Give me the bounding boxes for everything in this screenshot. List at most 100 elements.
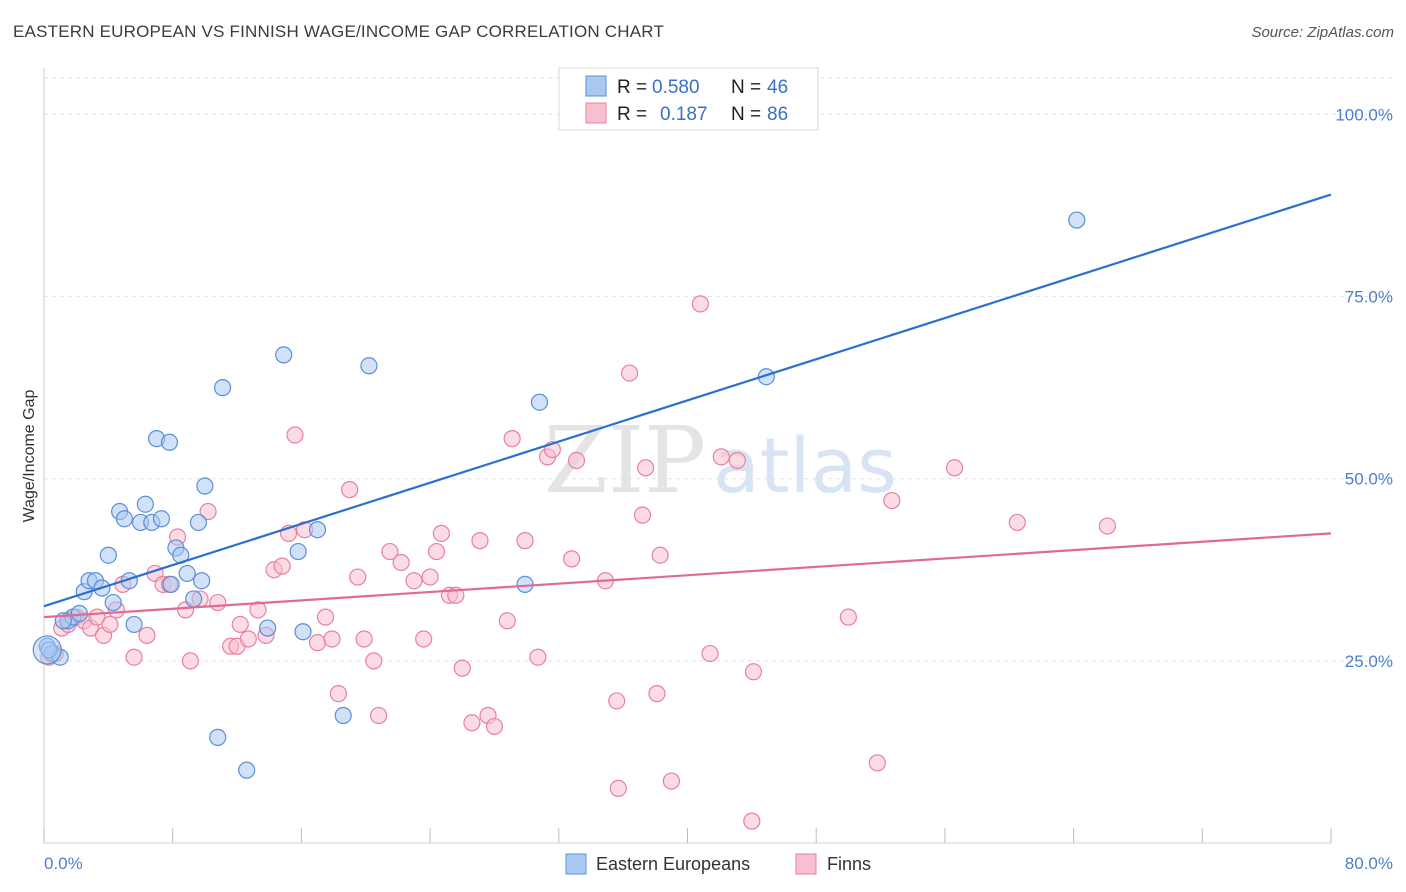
- finns-point-49: [432, 524, 450, 542]
- finns-point-84: [1008, 513, 1026, 532]
- eastern-point-32: [238, 761, 256, 779]
- finns-point-40: [355, 630, 373, 648]
- eastern-cluster-point: [32, 635, 62, 665]
- finns-point-46: [415, 630, 433, 648]
- eastern-point-20: [152, 510, 171, 528]
- finns-point-82: [883, 491, 901, 510]
- eastern-n-value: 46: [767, 77, 788, 98]
- finns-point-38: [341, 481, 359, 499]
- finns-point-25: [231, 615, 249, 634]
- finns-point-81: [868, 754, 886, 772]
- y-tick-label-50: 50.0%: [1345, 470, 1393, 489]
- eastern-point-29: [196, 477, 214, 495]
- eastern-r-value: 0.580: [652, 77, 700, 98]
- eastern-point-10: [99, 546, 117, 564]
- y-tick-label-100: 100.0%: [1335, 105, 1393, 124]
- finns-point-39: [349, 568, 367, 586]
- finns-point-77: [728, 451, 746, 470]
- finns-point-79: [743, 812, 761, 830]
- finns-point-75: [701, 644, 719, 663]
- finns-n-label: N =: [731, 104, 761, 125]
- series-legend: Eastern Europeans Finns: [565, 853, 871, 875]
- finns-legend-swatch: [585, 102, 607, 124]
- finns-point-78: [744, 663, 763, 681]
- eastern-point-27: [189, 513, 208, 532]
- finns-point-70: [637, 459, 655, 477]
- y-tick-labels: 25.0% 50.0% 75.0% 100.0%: [1335, 105, 1393, 670]
- y-tick-label-25: 25.0%: [1345, 652, 1393, 671]
- finns-point-52: [453, 659, 471, 677]
- finns-point-9: [101, 615, 119, 634]
- finns-point-35: [316, 608, 335, 626]
- eastern-point-26: [185, 590, 203, 608]
- chart-title: EASTERN EUROPEAN VS FINNISH WAGE/INCOME …: [13, 22, 665, 41]
- finns-point-19: [181, 652, 199, 670]
- eastern-point-30: [209, 728, 227, 746]
- eastern-point-25: [178, 564, 196, 583]
- eastern-point-11: [104, 593, 122, 612]
- finns-point-74: [691, 295, 709, 313]
- finns-point-53: [463, 714, 481, 732]
- finns-point-42: [370, 706, 388, 725]
- eastern-bottom-swatch: [565, 853, 587, 875]
- finns-point-26: [239, 630, 257, 648]
- eastern-point-22: [162, 575, 180, 593]
- eastern-point-39: [360, 357, 378, 375]
- finns-point-72: [651, 546, 669, 564]
- finns-point-43: [381, 542, 399, 561]
- finns-point-47: [421, 568, 439, 586]
- finns-r-value: 0.187: [660, 104, 708, 125]
- stats-legend: R = 0.580 N = 46 R = 0.187 N = 86: [558, 67, 819, 131]
- finns-point-34: [308, 634, 327, 652]
- finns-point-41: [365, 652, 383, 670]
- finns-point-12: [125, 648, 143, 666]
- finns-point-54: [471, 532, 489, 550]
- finns-point-22: [209, 593, 227, 612]
- x-tick-label-min: 0.0%: [44, 854, 83, 873]
- finns-point-36: [323, 630, 341, 648]
- finns-r-label: R =: [617, 104, 647, 125]
- eastern-point-28: [193, 572, 211, 590]
- finns-point-68: [620, 364, 639, 382]
- x-tick-label-max: 80.0%: [1345, 854, 1393, 873]
- eastern-n-label: N =: [731, 77, 761, 98]
- finns-point-32: [286, 426, 304, 444]
- finns-point-30: [273, 557, 291, 575]
- finns-point-21: [199, 502, 217, 521]
- finns-point-64: [567, 451, 586, 470]
- finns-point-27: [249, 601, 267, 619]
- finns-point-44: [392, 553, 410, 572]
- finns-point-71: [648, 685, 666, 703]
- finns-point-69: [633, 506, 652, 524]
- finns-point-57: [498, 612, 516, 630]
- eastern-point-43: [1068, 211, 1086, 229]
- eastern-point-34: [275, 346, 293, 364]
- eastern-r-label: R =: [617, 77, 647, 98]
- finns-point-13: [138, 626, 156, 644]
- finns-point-56: [485, 717, 504, 736]
- finns-point-66: [608, 692, 626, 710]
- y-axis-title: Wage/Income Gap: [21, 390, 38, 523]
- finns-point-37: [329, 685, 348, 703]
- finns-legend-label: Finns: [827, 854, 871, 874]
- eastern-point-35: [289, 542, 307, 561]
- finns-bottom-swatch: [795, 853, 817, 875]
- eastern-point-17: [136, 495, 154, 513]
- eastern-legend-swatch: [585, 75, 607, 97]
- finns-n-value: 86: [767, 104, 788, 125]
- x-ticks: [43, 828, 1332, 843]
- y-tick-label-75: 75.0%: [1345, 288, 1393, 307]
- finns-point-60: [529, 648, 547, 666]
- eastern-point-33: [259, 619, 277, 637]
- finns-point-48: [427, 542, 446, 561]
- finns-point-58: [503, 430, 521, 448]
- eastern-point-21: [160, 433, 179, 451]
- source-label: Source: ZipAtlas.com: [1251, 24, 1394, 41]
- finns-point-76: [712, 448, 730, 466]
- eastern-point-36: [294, 623, 312, 641]
- eastern-point-40: [516, 575, 534, 593]
- eastern-point-31: [213, 379, 232, 397]
- finns-point-85: [1098, 517, 1116, 535]
- eastern-legend-label: Eastern Europeans: [596, 854, 750, 874]
